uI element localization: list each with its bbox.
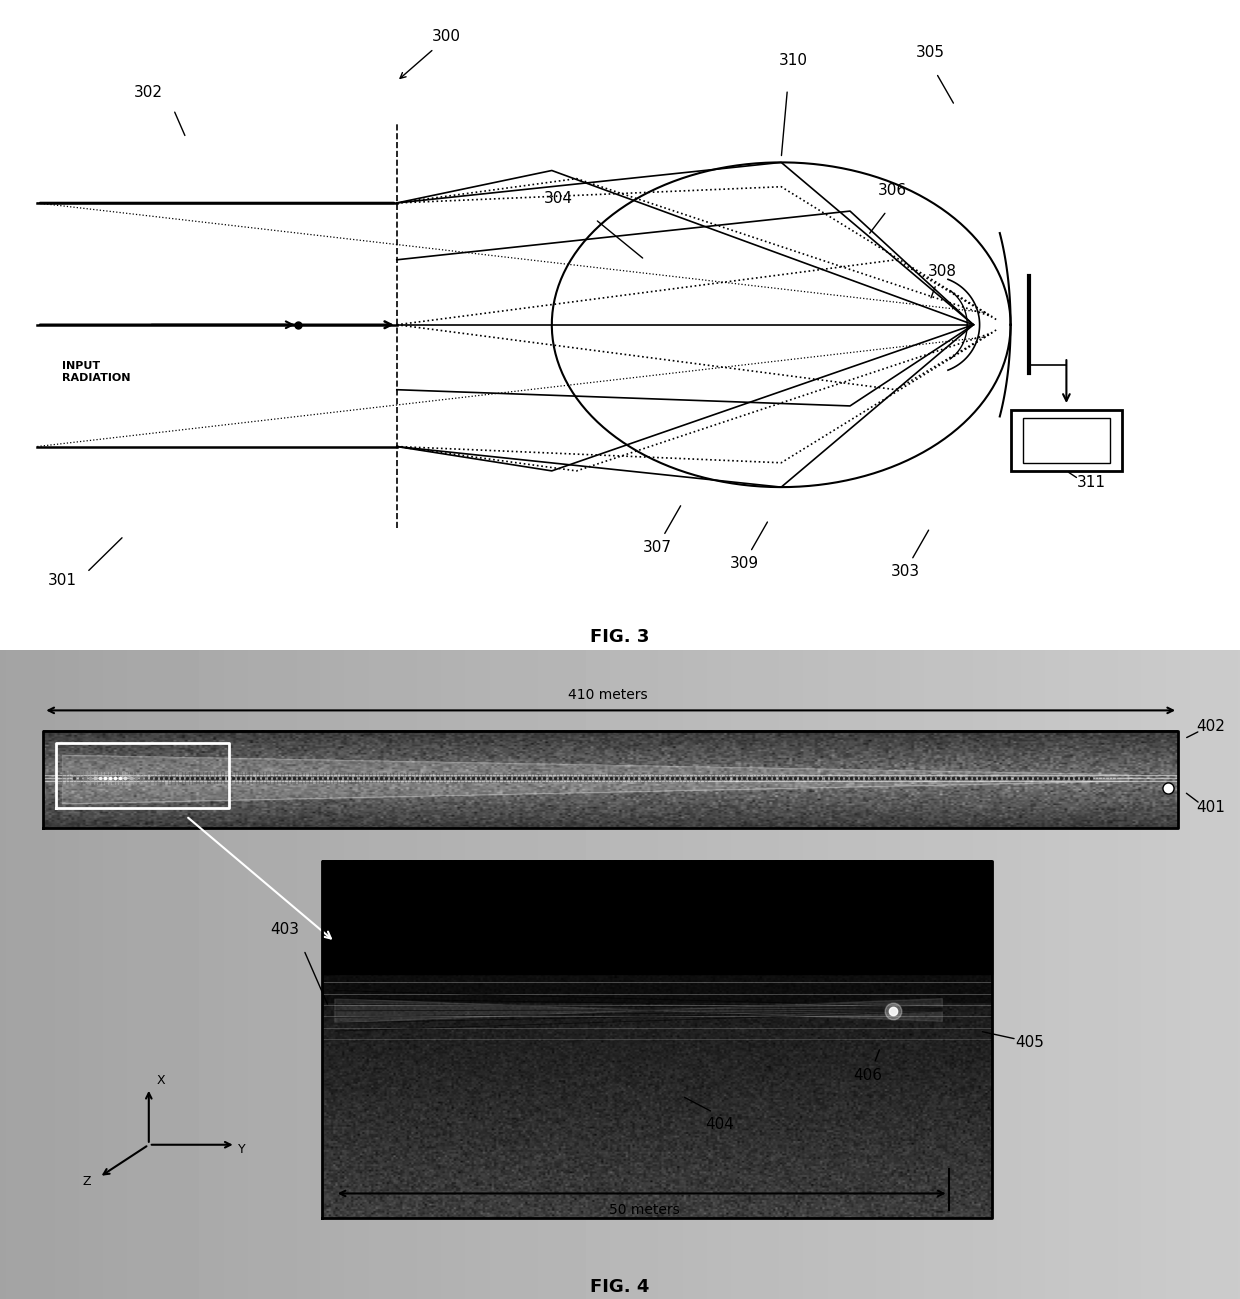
Text: 410 meters: 410 meters [568, 688, 647, 703]
Text: FIG. 4: FIG. 4 [590, 1278, 650, 1296]
Text: 310: 310 [779, 53, 808, 68]
Text: Y: Y [238, 1143, 246, 1156]
Text: 311: 311 [1076, 475, 1106, 490]
Text: 302: 302 [134, 86, 164, 100]
Text: 307: 307 [642, 540, 672, 555]
Text: 401: 401 [1197, 800, 1225, 814]
Text: 303: 303 [890, 565, 920, 579]
FancyBboxPatch shape [1023, 418, 1110, 462]
Text: 304: 304 [543, 191, 573, 207]
Text: 406: 406 [853, 1068, 883, 1083]
Text: 308: 308 [928, 264, 957, 279]
Text: 404: 404 [704, 1117, 734, 1131]
Polygon shape [335, 999, 942, 1024]
Text: 50 meters: 50 meters [609, 1203, 681, 1217]
Text: Z: Z [83, 1176, 91, 1189]
Text: 301: 301 [47, 573, 77, 587]
Text: 403: 403 [270, 922, 300, 937]
Text: 305: 305 [915, 45, 945, 60]
Text: 309: 309 [729, 556, 759, 572]
Text: 306: 306 [878, 183, 908, 197]
Text: 402: 402 [1197, 718, 1225, 734]
FancyBboxPatch shape [1011, 410, 1122, 472]
Text: 405: 405 [1014, 1035, 1044, 1051]
Text: X: X [157, 1074, 165, 1087]
Text: FIG. 3: FIG. 3 [590, 629, 650, 647]
Text: INPUT
RADIATION: INPUT RADIATION [62, 361, 130, 383]
Text: 300: 300 [432, 29, 461, 44]
